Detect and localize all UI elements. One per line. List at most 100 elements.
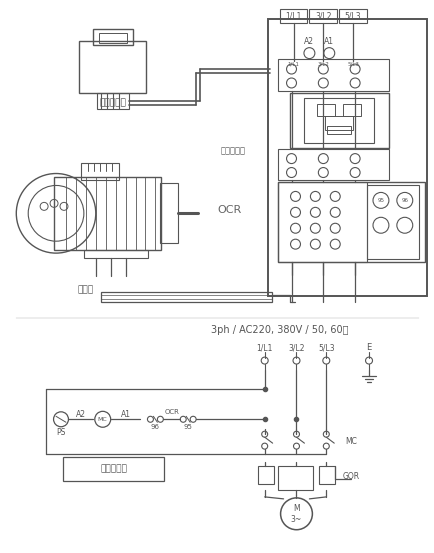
Circle shape: [349, 168, 359, 178]
Bar: [101, 292, 271, 302]
Circle shape: [322, 443, 329, 449]
Bar: [63, 457, 164, 481]
Circle shape: [95, 411, 110, 427]
Text: 95: 95: [183, 424, 192, 430]
Circle shape: [310, 207, 319, 217]
Bar: [92, 29, 132, 45]
Circle shape: [40, 202, 48, 210]
Circle shape: [318, 78, 328, 88]
Circle shape: [310, 223, 319, 233]
Text: 96: 96: [401, 198, 408, 203]
Bar: [325, 116, 352, 130]
Circle shape: [16, 174, 95, 253]
Bar: [289, 93, 388, 148]
Text: OCR: OCR: [164, 409, 179, 415]
Bar: [317, 104, 335, 116]
Bar: [267, 19, 426, 296]
Text: 3/L2: 3/L2: [314, 12, 331, 21]
Circle shape: [322, 357, 329, 364]
Circle shape: [261, 431, 267, 437]
Circle shape: [396, 192, 412, 208]
Text: 96: 96: [151, 424, 160, 430]
Circle shape: [290, 207, 300, 217]
Circle shape: [286, 64, 296, 74]
Text: MC: MC: [345, 437, 356, 446]
Bar: [339, 9, 366, 23]
Text: 3/L2: 3/L2: [288, 343, 304, 352]
Bar: [319, 466, 335, 484]
Text: 전기회로도: 전기회로도: [100, 465, 127, 473]
Circle shape: [293, 443, 299, 449]
Circle shape: [329, 207, 339, 217]
Text: 1/L1: 1/L1: [287, 61, 299, 66]
Circle shape: [60, 202, 68, 210]
Circle shape: [180, 416, 186, 422]
Circle shape: [349, 64, 359, 74]
Text: 5/L3: 5/L3: [346, 61, 358, 66]
Circle shape: [396, 217, 412, 233]
Circle shape: [261, 357, 267, 364]
Bar: [277, 466, 312, 490]
Circle shape: [310, 191, 319, 201]
Bar: [277, 182, 366, 262]
Circle shape: [318, 154, 328, 164]
Text: A2: A2: [76, 410, 85, 419]
Text: A2: A2: [304, 36, 314, 46]
Bar: [366, 185, 418, 259]
Circle shape: [290, 223, 300, 233]
Text: E: E: [365, 343, 371, 352]
Text: 95: 95: [377, 198, 384, 203]
Bar: [257, 466, 273, 484]
Text: 전자개폐기: 전자개폐기: [220, 146, 245, 155]
Text: 전동기: 전동기: [78, 285, 94, 294]
Text: A1: A1: [323, 36, 333, 46]
Text: M
3~: M 3~: [290, 504, 302, 524]
Text: 3/L2: 3/L2: [317, 61, 329, 66]
Circle shape: [261, 443, 267, 449]
Circle shape: [286, 154, 296, 164]
Circle shape: [50, 200, 58, 207]
Bar: [326, 126, 350, 134]
Bar: [342, 104, 360, 116]
Bar: [81, 163, 118, 180]
Circle shape: [365, 357, 372, 364]
Circle shape: [310, 239, 319, 249]
Bar: [84, 250, 148, 258]
Circle shape: [28, 185, 84, 241]
Bar: [309, 9, 336, 23]
Circle shape: [280, 498, 312, 530]
Bar: [277, 59, 388, 91]
Text: 5/L3: 5/L3: [317, 343, 334, 352]
Circle shape: [349, 78, 359, 88]
Circle shape: [293, 431, 299, 437]
Text: PS: PS: [56, 427, 66, 437]
Circle shape: [329, 239, 339, 249]
Bar: [304, 98, 373, 143]
Circle shape: [372, 192, 388, 208]
Circle shape: [318, 168, 328, 178]
Circle shape: [157, 416, 163, 422]
Bar: [99, 33, 126, 43]
Circle shape: [190, 416, 196, 422]
Bar: [54, 176, 161, 250]
Bar: [160, 184, 178, 243]
Text: 압력개폐기: 압력개폐기: [99, 98, 126, 107]
Circle shape: [322, 431, 329, 437]
Circle shape: [147, 416, 153, 422]
Circle shape: [286, 78, 296, 88]
Circle shape: [318, 64, 328, 74]
Text: GOR: GOR: [342, 472, 359, 482]
Bar: [279, 9, 307, 23]
Text: 1/L1: 1/L1: [285, 12, 301, 21]
Text: A1: A1: [120, 410, 130, 419]
Bar: [277, 182, 424, 262]
Circle shape: [286, 168, 296, 178]
Bar: [277, 149, 388, 180]
Circle shape: [329, 191, 339, 201]
Circle shape: [372, 217, 388, 233]
Bar: [79, 41, 146, 93]
Circle shape: [290, 239, 300, 249]
Text: 1/L1: 1/L1: [256, 343, 272, 352]
Circle shape: [349, 154, 359, 164]
Circle shape: [303, 48, 314, 59]
